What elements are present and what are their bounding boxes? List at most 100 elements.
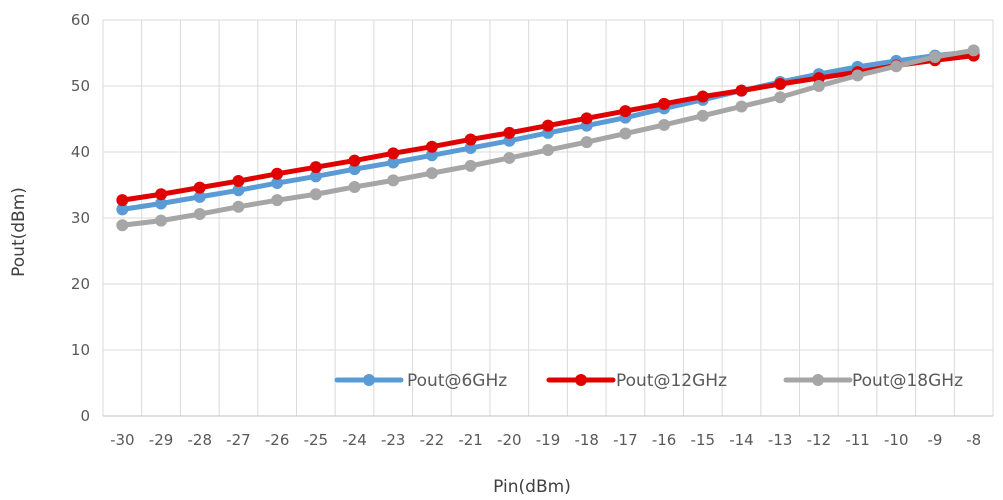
data-point [116,203,129,216]
data-point [116,194,129,207]
y-tick-label: 0 [80,407,90,425]
data-point [271,194,284,207]
data-point [155,188,168,201]
x-tick-label: -16 [652,431,677,449]
series-layer [116,44,980,232]
data-point [542,119,554,132]
legend-label: Pout@12GHz [616,371,727,391]
data-point [309,161,322,174]
data-point [271,177,284,190]
data-point [542,144,554,157]
x-tick-label: -29 [149,431,174,449]
data-point [348,154,361,167]
y-tick-label: 10 [71,341,90,359]
data-point [348,180,361,193]
data-point [735,100,748,113]
data-point [774,91,787,104]
x-tick-label: -20 [497,431,522,449]
data-point [464,133,477,146]
x-tick-label: -19 [536,431,561,449]
x-tick-label: -12 [807,431,832,449]
series-3 [116,44,980,232]
x-axis-title: Pin(dBm) [493,477,571,497]
data-point [696,90,709,103]
data-point [271,167,284,180]
legend: Pout@6GHz Pout@12GHz Pout@18GHz [334,371,963,391]
data-point [348,163,361,176]
data-point [774,78,787,91]
legend-label: Pout@6GHz [407,371,507,391]
x-tick-label: -25 [304,431,329,449]
data-point [464,159,477,172]
x-tick-label: -26 [265,431,290,449]
data-point [116,219,129,232]
x-tick-label: -18 [574,431,599,449]
y-axis-ticks: 0 10 20 30 40 50 60 [71,11,90,425]
data-point [580,136,593,149]
data-point [309,188,322,201]
data-point [812,80,825,92]
x-tick-label: -28 [187,431,212,449]
data-point [619,105,632,118]
data-point [619,127,632,140]
x-tick-label: -8 [966,431,981,449]
legend-item: Pout@12GHz [546,371,727,391]
series-2 [116,49,980,207]
data-point [658,97,671,110]
x-tick-label: -13 [768,431,793,449]
x-tick-label: -9 [927,431,942,449]
y-tick-label: 30 [71,209,90,227]
data-point [503,151,516,164]
y-tick-label: 50 [71,77,90,95]
y-axis-title: Pout(dBm) [9,187,29,277]
data-point [658,118,671,131]
chart-grid [102,19,994,417]
x-tick-label: -17 [613,431,638,449]
x-tick-label: -11 [845,431,870,449]
x-tick-label: -21 [458,431,483,449]
x-tick-label: -30 [110,431,135,449]
x-tick-label: -27 [226,431,251,449]
legend-label: Pout@18GHz [852,371,963,391]
data-point [193,181,206,194]
x-tick-label: -14 [729,431,754,449]
data-point [309,170,322,183]
data-point [425,149,438,162]
data-point [387,156,400,169]
data-point [193,190,206,203]
data-point [155,197,168,210]
legend-swatch-marker [363,374,375,386]
data-point [425,140,438,153]
data-point [890,60,903,73]
x-axis-ticks: -30 -29 -28 -27 -26 -25 -24 -23 -22 -21 -20 -19 -18-… [110,431,981,449]
data-point [967,44,980,57]
x-tick-label: -24 [342,431,367,449]
data-point [928,50,941,63]
data-point [464,142,477,155]
data-point [696,109,709,122]
legend-swatch-marker [575,374,587,386]
data-point [155,214,168,227]
data-point [387,147,400,160]
x-tick-label: -22 [420,431,445,449]
data-point [232,200,245,213]
data-point [851,69,864,82]
y-tick-label: 60 [71,11,90,29]
data-point [735,84,748,97]
x-tick-label: -15 [691,431,716,449]
y-tick-label: 20 [71,275,90,293]
data-point [580,112,593,125]
data-point [193,208,206,221]
data-point [425,167,438,180]
data-point [232,175,245,188]
legend-item: Pout@18GHz [783,371,963,391]
x-tick-label: -23 [381,431,406,449]
x-tick-label: -10 [884,431,909,449]
legend-item: Pout@6GHz [334,371,507,391]
data-point [503,126,516,139]
y-tick-label: 40 [71,143,90,161]
legend-swatch-marker [812,374,824,386]
data-point [232,184,245,197]
data-point [387,174,400,187]
